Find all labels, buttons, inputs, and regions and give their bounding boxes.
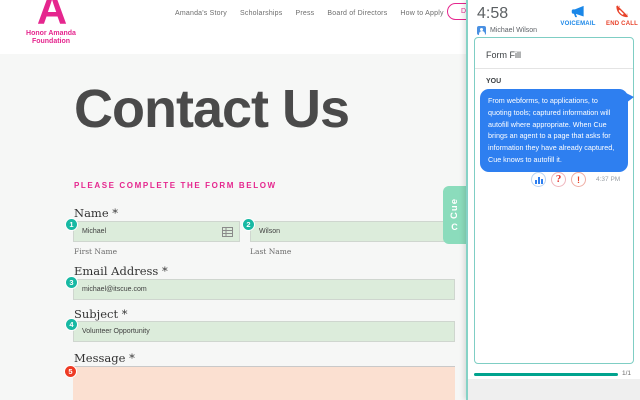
nav-how-to-apply[interactable]: How to Apply xyxy=(400,10,444,17)
card-title: Form Fill xyxy=(486,50,521,60)
last-name-sublabel: Last Name xyxy=(250,247,292,256)
stats-reaction-button[interactable] xyxy=(531,172,546,187)
nav-scholarships[interactable]: Scholarships xyxy=(240,10,283,17)
end-call-button[interactable]: END CALL xyxy=(600,4,640,27)
chat-message-text: From webforms, to applications, to quoti… xyxy=(488,96,615,164)
bar-chart-icon xyxy=(534,176,543,184)
voicemail-button[interactable]: VOICEMAIL xyxy=(556,4,600,27)
site-logo[interactable]: A Honor Amanda Foundation xyxy=(16,0,86,46)
voicemail-label: VOICEMAIL xyxy=(560,21,596,27)
message-label: Message * xyxy=(74,351,135,365)
card-progress-bar xyxy=(474,373,618,376)
caller-row: Michael Wilson xyxy=(477,26,537,35)
caller-name: Michael Wilson xyxy=(490,27,538,34)
megaphone-icon xyxy=(571,5,584,18)
last-name-input[interactable]: 2 Wilson xyxy=(242,218,455,242)
first-name-value: Michael xyxy=(82,228,107,235)
exclamation-reaction-button[interactable]: ! xyxy=(571,172,586,187)
question-reaction-button[interactable]: ? xyxy=(551,172,566,187)
message-timestamp: 4:37 PM xyxy=(596,176,621,183)
card-divider xyxy=(475,68,633,69)
email-label: Email Address * xyxy=(74,264,168,278)
chat-bubble: From webforms, to applications, to quoti… xyxy=(480,89,634,172)
logo-letter: A xyxy=(36,0,67,33)
card-pagination: 1/1 xyxy=(622,370,632,377)
end-call-icon xyxy=(616,5,629,18)
logo-name-line2: Foundation xyxy=(31,38,71,45)
form-intro-text: PLEASE COMPLETE THE FORM BELOW xyxy=(74,181,277,190)
page-title: Contact Us xyxy=(74,79,350,139)
autofill-badge-4: 4 xyxy=(65,318,78,331)
subject-value: Volunteer Opportunity xyxy=(82,328,150,335)
call-timer: 4:58 xyxy=(477,5,509,22)
panel-footer xyxy=(468,379,640,400)
cue-tab-label: Cue xyxy=(449,198,460,219)
first-name-sublabel: First Name xyxy=(74,247,118,256)
autofill-badge-1: 1 xyxy=(65,218,78,231)
subject-input[interactable]: 4 Volunteer Opportunity xyxy=(65,318,455,342)
autofill-badge-3: 3 xyxy=(65,276,78,289)
end-call-label: END CALL xyxy=(606,21,638,27)
nav-board-of-directors[interactable]: Board of Directors xyxy=(327,10,388,17)
cue-extension-panel: 4:58 Michael Wilson VOICEMAIL END CALL F… xyxy=(466,0,640,400)
autofill-badge-2: 2 xyxy=(242,218,255,231)
cue-logo-icon: C xyxy=(451,221,458,232)
subject-label: Subject * xyxy=(74,307,128,321)
name-label: Name * xyxy=(74,206,119,220)
nav-amandas-story[interactable]: Amanda's Story xyxy=(175,10,227,17)
bubble-tail xyxy=(626,93,634,103)
form-fill-grid-icon[interactable] xyxy=(222,227,233,237)
message-textarea[interactable]: 5 xyxy=(64,365,455,400)
last-name-value: Wilson xyxy=(259,228,281,235)
logo-name-line1: Honor Amanda xyxy=(26,30,76,37)
main-nav: Amanda's Story Scholarships Press Board … xyxy=(175,10,482,17)
email-input[interactable]: 3 michael@itscue.com xyxy=(65,276,455,300)
caller-avatar-icon xyxy=(477,26,486,35)
message-sender: You xyxy=(486,78,502,85)
autofill-badge-5: 5 xyxy=(64,365,77,378)
form-fill-card: Form Fill You From webforms, to applicat… xyxy=(474,37,634,364)
email-value: michael@itscue.com xyxy=(82,286,147,293)
reaction-row: ? ! 4:37 PM xyxy=(475,172,633,188)
cue-side-tab[interactable]: Cue C xyxy=(443,186,466,244)
first-name-input[interactable]: 1 Michael xyxy=(65,218,240,242)
nav-press[interactable]: Press xyxy=(295,10,315,17)
